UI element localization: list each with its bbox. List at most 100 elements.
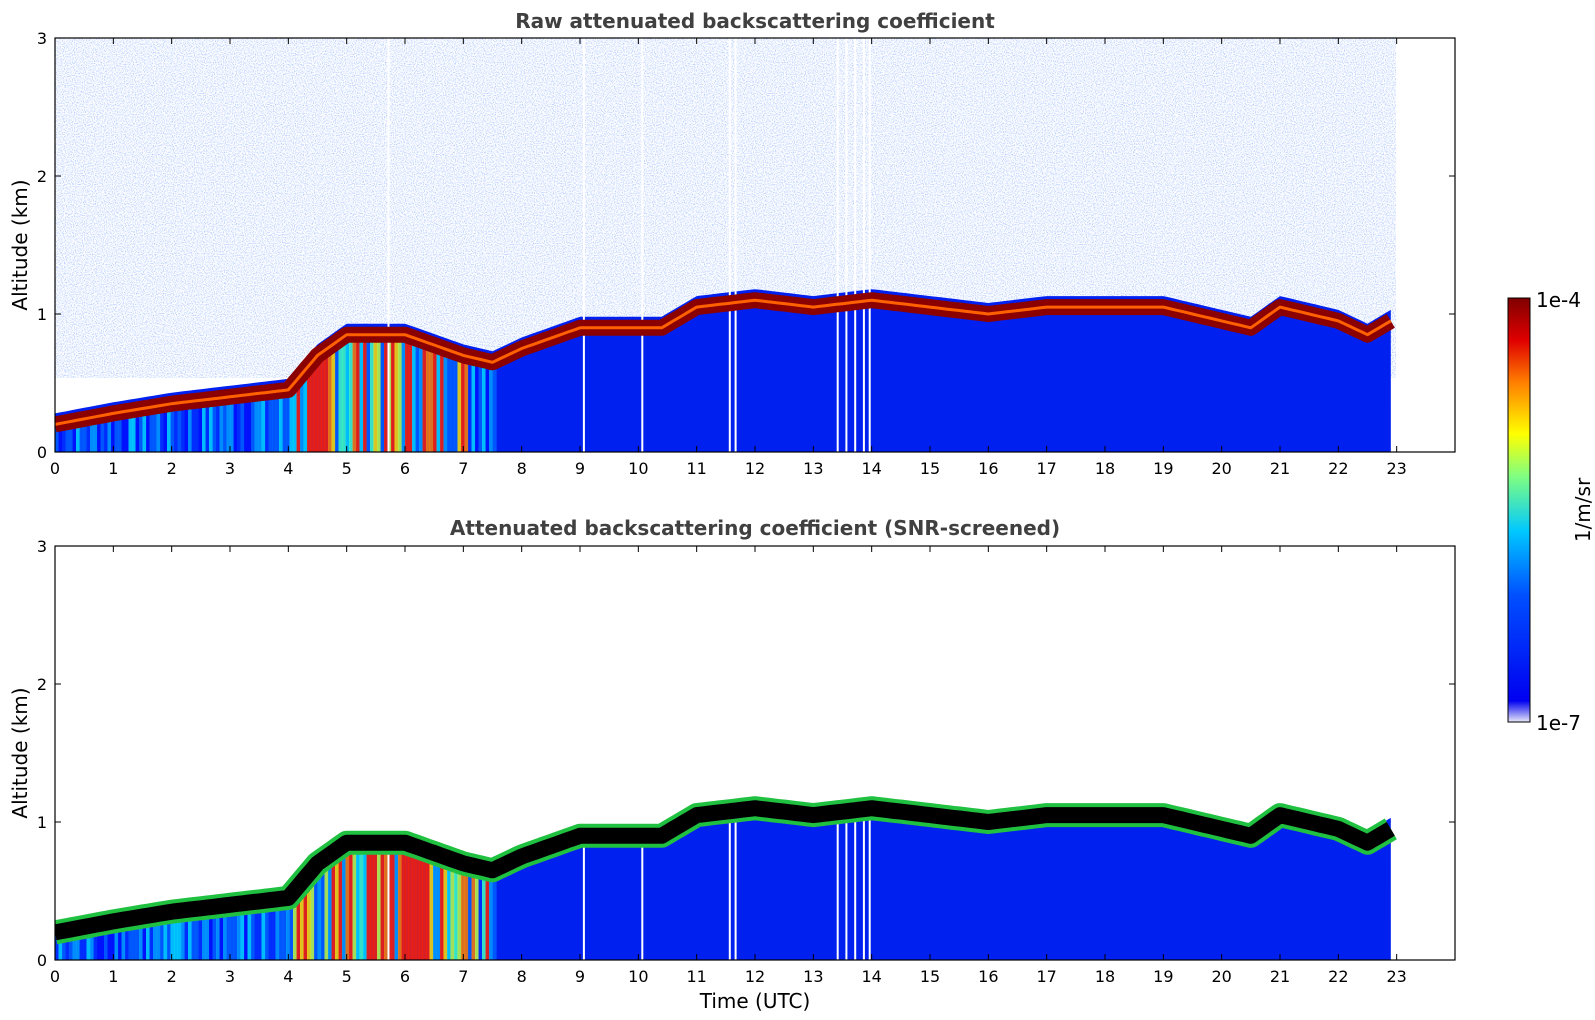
aerosol-column xyxy=(293,885,298,960)
aerosol-column xyxy=(408,837,413,960)
aerosol-column xyxy=(412,838,417,960)
x-tick-label: 13 xyxy=(803,967,823,986)
aerosol-column xyxy=(307,868,312,960)
aerosol-column xyxy=(405,835,410,960)
data-gap xyxy=(641,546,644,960)
aerosol-column xyxy=(251,895,256,960)
aerosol-column xyxy=(300,877,305,960)
aerosol-column xyxy=(121,405,126,452)
aerosol-column xyxy=(352,835,357,960)
aerosol-column xyxy=(86,919,91,960)
aerosol-column xyxy=(79,412,84,452)
aerosol-column xyxy=(426,335,431,452)
x-tick-label: 7 xyxy=(458,459,468,478)
aerosol-column xyxy=(275,384,280,452)
x-tick-label: 9 xyxy=(575,967,585,986)
aerosol-column xyxy=(457,346,462,452)
aerosol-column xyxy=(219,899,224,960)
aerosol-column xyxy=(426,843,431,960)
aerosol-column xyxy=(212,392,217,452)
aerosol-column xyxy=(338,333,343,452)
x-tick-label: 8 xyxy=(517,967,527,986)
aerosol-column xyxy=(247,895,252,960)
aerosol-column xyxy=(492,863,497,960)
aerosol-column xyxy=(289,381,294,452)
aerosol-column xyxy=(457,854,462,960)
aerosol-column xyxy=(352,327,357,452)
aerosol-column xyxy=(310,864,315,960)
aerosol-column xyxy=(100,408,105,452)
data-gap xyxy=(728,546,731,960)
aerosol-column xyxy=(177,396,182,452)
y-tick-label: 3 xyxy=(37,537,47,556)
aerosol-column xyxy=(391,327,396,452)
aerosol-column xyxy=(363,835,368,960)
data-gap xyxy=(836,546,839,960)
x-tick-label: 5 xyxy=(342,459,352,478)
aerosol-column xyxy=(265,385,270,452)
x-tick-label: 22 xyxy=(1328,459,1348,478)
x-tick-label: 6 xyxy=(400,459,410,478)
aerosol-column xyxy=(345,328,350,452)
aerosol-column xyxy=(408,329,413,452)
aerosol-column xyxy=(177,904,182,960)
x-tick-label: 3 xyxy=(225,459,235,478)
aerosol-column xyxy=(209,392,214,452)
x-tick-label: 16 xyxy=(978,967,998,986)
aerosol-column xyxy=(212,900,217,960)
aerosol-column xyxy=(139,402,144,452)
aerosol-column xyxy=(286,383,291,452)
aerosol-column xyxy=(251,387,256,452)
x-tick-label: 0 xyxy=(50,459,60,478)
aerosol-column xyxy=(160,398,165,452)
aerosol-column xyxy=(433,337,438,452)
aerosol-column xyxy=(296,881,301,960)
aerosol-column xyxy=(100,916,105,960)
data-gap xyxy=(868,38,871,452)
aerosol-column xyxy=(139,910,144,960)
aerosol-column xyxy=(198,393,203,452)
aerosol-column xyxy=(114,914,119,960)
aerosol-column xyxy=(55,417,60,452)
aerosol-column xyxy=(58,416,63,452)
aerosol-column xyxy=(440,848,445,960)
aerosol-column xyxy=(97,409,102,452)
aerosol-column xyxy=(93,410,98,452)
aerosol-column xyxy=(258,386,263,452)
x-tick-label: 15 xyxy=(920,967,940,986)
data-gap xyxy=(854,38,857,452)
aerosol-column xyxy=(447,342,452,452)
aerosol-column xyxy=(314,352,319,452)
aerosol-column xyxy=(181,395,186,452)
x-tick-label: 14 xyxy=(861,459,881,478)
x-tick-label: 10 xyxy=(628,459,648,478)
x-tick-label: 1 xyxy=(108,459,118,478)
x-tick-label: 16 xyxy=(978,459,998,478)
aerosol-column xyxy=(401,327,406,452)
raw-cloud-layer-edge xyxy=(55,298,1392,426)
aerosol-column xyxy=(163,906,168,960)
aerosol-column xyxy=(478,352,483,452)
aerosol-column xyxy=(373,327,378,452)
snr-cloud-layer-saturated xyxy=(55,800,1395,941)
aerosol-column xyxy=(258,894,263,960)
aerosol-column xyxy=(90,918,95,960)
panel-snr-ylabel: Altitude (km) xyxy=(8,687,32,818)
aerosol-column xyxy=(114,406,119,452)
aerosol-column xyxy=(174,904,179,960)
aerosol-column xyxy=(475,351,480,452)
x-tick-label: 20 xyxy=(1211,459,1231,478)
aerosol-column xyxy=(272,892,277,960)
aerosol-column xyxy=(111,914,116,960)
aerosol-column xyxy=(233,389,238,452)
y-tick-label: 2 xyxy=(37,675,47,694)
aerosol-column xyxy=(394,835,399,960)
aerosol-column xyxy=(202,901,207,960)
aerosol-column xyxy=(90,410,95,452)
aerosol-column xyxy=(240,896,245,960)
aerosol-column xyxy=(429,844,434,960)
aerosol-column xyxy=(107,407,112,452)
aerosol-column xyxy=(198,901,203,960)
x-tick-label: 12 xyxy=(745,459,765,478)
